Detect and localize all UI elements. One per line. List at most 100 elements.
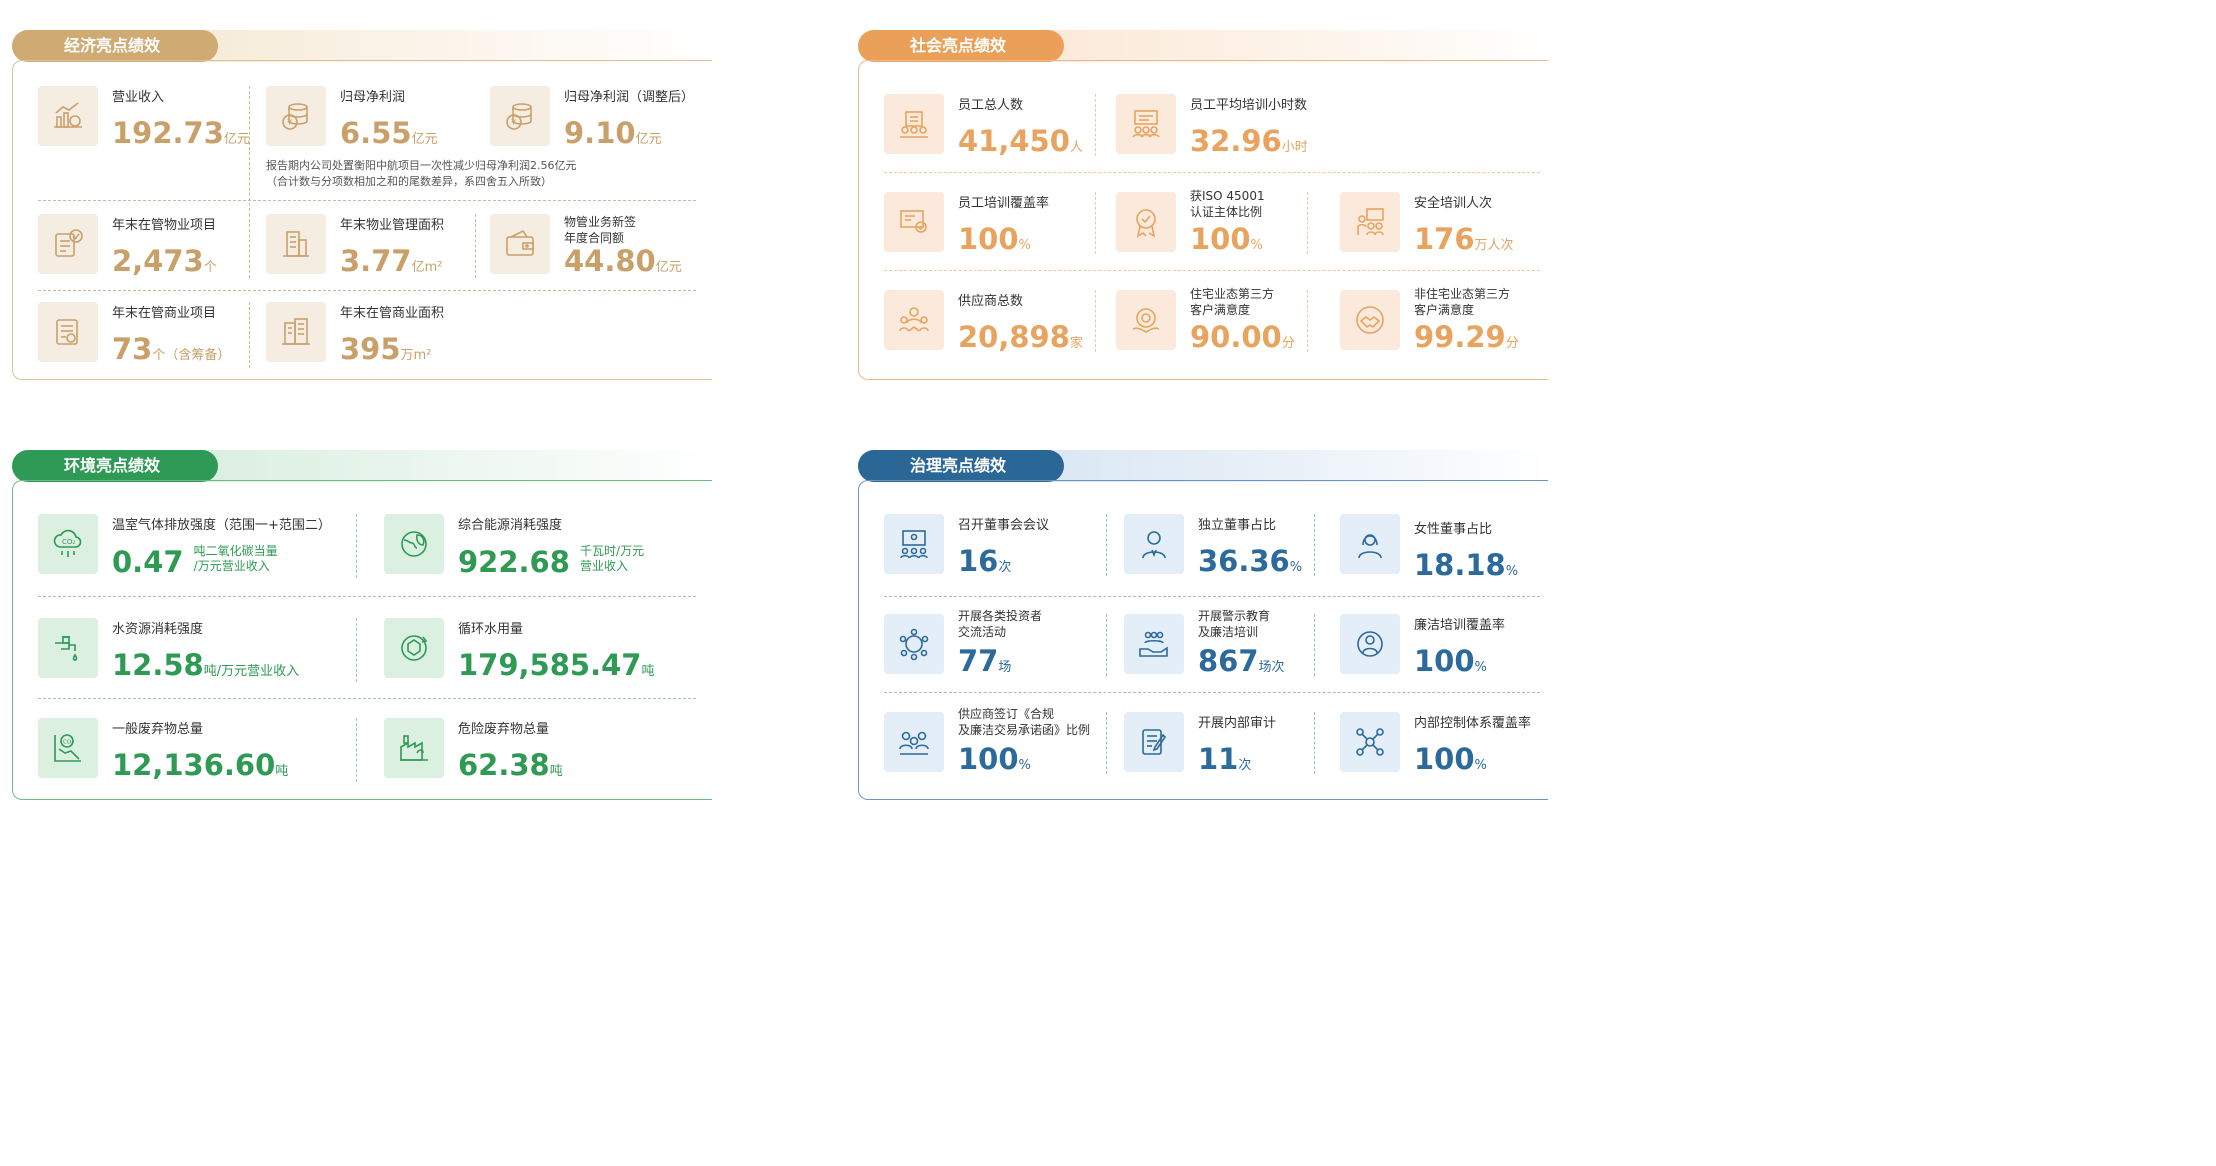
metric-recycled-water: 循环水用量 179,585.47吨: [384, 618, 704, 688]
metric-property-area: 年末物业管理面积 3.77亿m²: [266, 214, 476, 284]
integrity-icon: [1340, 614, 1400, 674]
divider: [1095, 94, 1096, 156]
footnote-line2: （合计数与分项数相加之和的尾数差异，系四舍五入所致）: [266, 175, 552, 188]
metric-suppliers: 供应商总数 20,898家: [884, 290, 1094, 360]
chart-coin-icon: [38, 86, 98, 146]
divider: [249, 302, 250, 368]
environment-frame: [12, 480, 712, 800]
economic-header-band: 经济亮点绩效: [12, 30, 712, 62]
metric-revenue: 营业收入 192.73亿元: [38, 86, 250, 156]
governance-title: 治理亮点绩效: [858, 450, 1064, 482]
social-section: 社会亮点绩效 员工总人数 41,450人 员工平均培训小时数 32.96小时 员…: [858, 30, 1548, 390]
environment-section: 环境亮点绩效 CO₂ 温室气体排放强度（范围一+范围二） 0.47 吨二氧化碳当…: [12, 450, 718, 810]
metric-net-profit: ¥ 归母净利润 6.55亿元: [266, 86, 476, 156]
audit-document-icon: [1124, 712, 1184, 772]
metric-independent-directors: 独立董事占比 36.36%: [1124, 514, 1324, 584]
metric-nonresidential-satisfaction: 非住宅业态第三方 客户满意度 99.29分: [1340, 287, 1540, 360]
metric-total-employees: 员工总人数 41,450人: [884, 94, 1094, 164]
economic-title: 经济亮点绩效: [12, 30, 218, 62]
metric-general-waste: CO₂ 一般废弃物总量 12,136.60吨: [38, 718, 358, 788]
satisfaction-gear-icon: [1116, 290, 1176, 350]
wallet-icon: [490, 214, 550, 274]
governance-section: 治理亮点绩效 召开董事会会议 16次 独立董事占比 36.36% 女性董事占比 …: [858, 450, 1548, 810]
economic-frame: [12, 60, 712, 380]
metric-warning-education: 开展警示教育 及廉洁培训 867场次: [1124, 609, 1324, 684]
co2-cloud-icon: CO₂: [38, 514, 98, 574]
svg-text:CO₂: CO₂: [63, 740, 73, 746]
factory-waste-icon: [384, 718, 444, 778]
coin-stack-icon: ¥: [266, 86, 326, 146]
revenue-value: 192.73: [112, 116, 224, 150]
divider: [1314, 712, 1315, 774]
environment-title: 环境亮点绩效: [12, 450, 218, 482]
metric-energy-intensity: 综合能源消耗强度 922.68 千瓦时/万元 营业收入: [384, 514, 704, 584]
handshake-icon: [1340, 290, 1400, 350]
svg-text:¥: ¥: [511, 118, 516, 127]
divider: [249, 86, 250, 216]
supplier-agreement-icon: [884, 712, 944, 772]
metric-training-hours: 员工平均培训小时数 32.96小时: [1116, 94, 1376, 164]
recycle-water-icon: [384, 618, 444, 678]
water-tap-icon: [38, 618, 98, 678]
metric-safety-training: 安全培训人次 176万人次: [1340, 192, 1540, 262]
investor-meeting-icon: [884, 614, 944, 674]
divider: [1106, 614, 1107, 676]
divider: [1314, 614, 1315, 676]
building-icon: [266, 214, 326, 274]
coin-stack-icon: ¥: [490, 86, 550, 146]
safety-training-icon: [1340, 192, 1400, 252]
metric-ghg-intensity: CO₂ 温室气体排放强度（范围一+范围二） 0.47 吨二氧化碳当量/万元营业收…: [38, 514, 358, 584]
divider: [38, 596, 696, 597]
governance-frame: [858, 480, 1548, 800]
hand-people-icon: [1124, 614, 1184, 674]
board-meeting-icon: [884, 514, 944, 574]
divider: [1095, 192, 1096, 254]
divider: [1307, 192, 1308, 254]
social-frame: [858, 60, 1548, 380]
divider: [356, 718, 357, 782]
team-building-icon: [884, 94, 944, 154]
social-header-band: 社会亮点绩效: [858, 30, 1548, 62]
social-title: 社会亮点绩效: [858, 30, 1064, 62]
environment-header-band: 环境亮点绩效: [12, 450, 712, 482]
metric-property-projects: 年末在管物业项目 2,473个: [38, 214, 248, 284]
divider: [884, 270, 1540, 271]
training-icon: [1116, 94, 1176, 154]
screen-training-icon: [884, 192, 944, 252]
metric-internal-control: 内部控制体系覆盖率 100%: [1340, 712, 1546, 782]
footnote-line1: 报告期内公司处置衡阳中航项目一次性减少归母净利润2.56亿元: [266, 159, 577, 172]
economic-section: 经济亮点绩效 营业收入 192.73亿元 ¥ 归母净利润 6.55亿元 ¥ 归母…: [12, 30, 718, 390]
female-director-icon: [1340, 514, 1400, 574]
director-icon: [1124, 514, 1184, 574]
metric-hazardous-waste: 危险废弃物总量 62.38吨: [384, 718, 704, 788]
globe-leaf-icon: [384, 514, 444, 574]
waste-co2-icon: CO₂: [38, 718, 98, 778]
divider: [475, 214, 476, 278]
divider: [884, 172, 1540, 173]
divider: [1095, 290, 1096, 352]
contract-icon: [38, 302, 98, 362]
divider: [38, 200, 696, 201]
divider: [884, 692, 1540, 693]
metric-commercial-projects: 年末在管商业项目 73个（含筹备）: [38, 302, 248, 372]
divider: [1106, 514, 1107, 576]
metric-female-directors: 女性董事占比 18.18%: [1340, 514, 1540, 584]
metric-water-intensity: 水资源消耗强度 12.58吨/万元营业收入: [38, 618, 358, 688]
divider: [249, 214, 250, 278]
metric-integrity-coverage: 廉洁培训覆盖率 100%: [1340, 614, 1540, 684]
divider: [884, 596, 1540, 597]
divider: [356, 514, 357, 578]
control-network-icon: [1340, 712, 1400, 772]
commercial-building-icon: [266, 302, 326, 362]
certificate-badge-icon: [1116, 192, 1176, 252]
svg-text:CO₂: CO₂: [62, 538, 75, 546]
divider: [1307, 290, 1308, 352]
divider: [356, 618, 357, 682]
divider: [38, 290, 696, 291]
document-check-icon: [38, 214, 98, 274]
supplier-icon: [884, 290, 944, 350]
divider: [1106, 712, 1107, 774]
metric-investor-activities: 开展各类投资者 交流活动 77场: [884, 609, 1104, 684]
metric-iso-certification: 获ISO 45001 认证主体比例 100%: [1116, 189, 1326, 262]
metric-commercial-area: 年末在管商业面积 395万m²: [266, 302, 476, 372]
